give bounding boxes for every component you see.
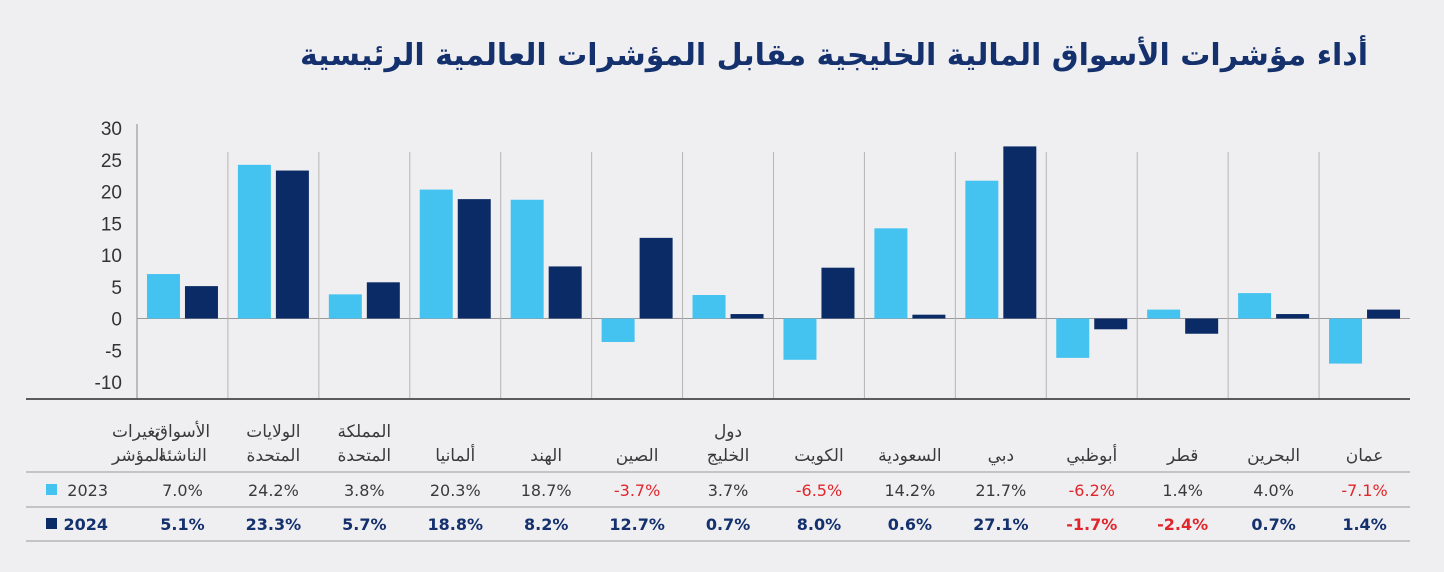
value-label-2023: 20.3% xyxy=(430,481,481,500)
bar-2024 xyxy=(457,199,491,319)
bar-2024 xyxy=(730,314,764,319)
category-label: دول xyxy=(714,422,742,442)
value-label-2024: 8.0% xyxy=(797,515,841,534)
category-label: المملكة xyxy=(337,422,391,442)
category-label: السعودية xyxy=(878,446,941,466)
value-label-2024: 0.7% xyxy=(706,515,750,534)
bar-2024 xyxy=(275,170,309,319)
category-label: الهند xyxy=(530,446,562,466)
bar-2023 xyxy=(874,228,908,319)
bar-2023 xyxy=(783,318,817,360)
value-label-2023: -6.5% xyxy=(796,481,842,500)
bar-2023 xyxy=(692,295,726,319)
legend-swatch-2024 xyxy=(46,518,57,529)
value-label-2023: -6.2% xyxy=(1069,481,1115,500)
category-label: الكويت xyxy=(794,446,844,466)
bar-2024 xyxy=(366,282,400,319)
bar-2024 xyxy=(1276,314,1310,319)
value-label-2024: -2.4% xyxy=(1157,515,1208,534)
value-label-2024: 5.1% xyxy=(160,515,204,534)
column-dividers xyxy=(227,152,1320,398)
category-label: ألمانيا xyxy=(435,444,475,466)
legend-swatch-2023 xyxy=(46,484,57,495)
y-tick-label: -10 xyxy=(95,373,122,394)
category-label: أبوظبي xyxy=(1066,444,1117,466)
bar-2023 xyxy=(328,294,362,319)
value-label-2023: 14.2% xyxy=(884,481,935,500)
bar-2024 xyxy=(912,314,946,319)
chart-title: أداء مؤشرات الأسواق المالية الخليجية مقا… xyxy=(299,38,1368,73)
value-label-2024: 1.4% xyxy=(1342,515,1386,534)
value-label-2024: 18.8% xyxy=(427,515,483,534)
value-label-2024: 23.3% xyxy=(246,515,302,534)
y-tick-label: 10 xyxy=(101,246,122,267)
value-label-2024: 5.7% xyxy=(342,515,386,534)
bar-2023 xyxy=(1238,293,1272,319)
bar-2024 xyxy=(548,266,582,319)
category-label: الأسواق xyxy=(155,421,210,442)
category-label: الناشئة xyxy=(158,446,207,466)
category-label: عمان xyxy=(1346,446,1384,466)
bar-2023 xyxy=(601,318,635,342)
value-label-2024: -1.7% xyxy=(1066,515,1117,534)
bar-2023 xyxy=(237,164,271,319)
y-tick-label: 0 xyxy=(111,310,122,331)
category-label: الخليج xyxy=(707,446,750,466)
category-label: المتحدة xyxy=(247,446,301,466)
category-label: الصين xyxy=(616,446,659,466)
y-tick-label: 15 xyxy=(101,214,122,235)
value-label-2023: 18.7% xyxy=(521,481,572,500)
value-label-2023: 21.7% xyxy=(975,481,1026,500)
value-label-2024: 27.1% xyxy=(973,515,1029,534)
value-label-2024: 12.7% xyxy=(609,515,665,534)
bar-2023 xyxy=(1056,318,1090,358)
bar-2024 xyxy=(1094,318,1128,330)
y-tick-label: 25 xyxy=(101,151,122,172)
category-label: قطر xyxy=(1166,446,1198,466)
value-label-2023: 4.0% xyxy=(1253,481,1294,500)
bar-2024 xyxy=(1367,309,1401,319)
bar-2023 xyxy=(146,274,180,319)
value-label-2023: -7.1% xyxy=(1341,481,1387,500)
value-label-2023: -3.7% xyxy=(614,481,660,500)
value-label-2024: 8.2% xyxy=(524,515,568,534)
table-header-label: تغيرات xyxy=(112,422,160,442)
bar-2023 xyxy=(1329,318,1363,364)
value-label-2023: 24.2% xyxy=(248,481,299,500)
bar-2023 xyxy=(1147,309,1181,319)
y-tick-label: 5 xyxy=(111,278,122,299)
legend-label-2024: 2024 xyxy=(63,515,108,534)
bar-2023 xyxy=(965,180,999,319)
bar-2024 xyxy=(1003,146,1037,319)
value-label-2023: 3.7% xyxy=(708,481,749,500)
category-label: المتحدة xyxy=(337,446,391,466)
table-header-label: المؤشر xyxy=(111,446,164,466)
y-tick-label: 20 xyxy=(101,183,122,204)
bar-2024 xyxy=(1185,318,1219,334)
bar-2023 xyxy=(510,199,544,319)
bars xyxy=(146,146,1401,364)
bar-2024 xyxy=(639,237,673,319)
category-label: الولايات xyxy=(246,422,300,442)
value-label-2024: 0.7% xyxy=(1251,515,1295,534)
bar-2024 xyxy=(821,267,855,319)
category-label: دبي xyxy=(988,446,1014,466)
value-label-2023: 7.0% xyxy=(162,481,203,500)
y-tick-label: 30 xyxy=(101,119,122,140)
value-label-2024: 0.6% xyxy=(888,515,932,534)
value-label-2023: 3.8% xyxy=(344,481,385,500)
value-label-2023: 1.4% xyxy=(1162,481,1203,500)
bar-2023 xyxy=(419,189,453,319)
bar-2024 xyxy=(184,286,218,319)
legend-label-2023: 2023 xyxy=(67,481,108,500)
category-label: البحرين xyxy=(1247,446,1300,466)
y-tick-label: -5 xyxy=(105,341,122,362)
